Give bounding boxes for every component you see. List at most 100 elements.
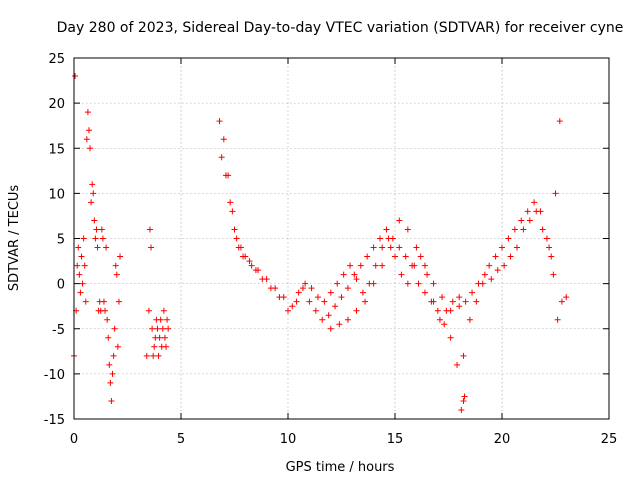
data-point: [312, 307, 319, 314]
data-point: [558, 298, 565, 305]
data-point: [379, 244, 386, 251]
data-point: [447, 307, 454, 314]
data-point: [78, 253, 85, 260]
data-point: [334, 280, 341, 287]
data-point: [556, 118, 563, 125]
x-axis-label: GPS time / hours: [286, 460, 395, 475]
data-point: [112, 262, 119, 269]
data-point: [106, 361, 113, 368]
data-point: [409, 262, 416, 269]
y-tick-label: -10: [44, 368, 65, 383]
data-point: [229, 208, 236, 215]
data-point: [83, 136, 90, 143]
data-point: [165, 325, 172, 332]
data-point: [543, 235, 550, 242]
data-point: [383, 226, 390, 233]
data-point: [94, 244, 101, 251]
data-point: [377, 235, 384, 242]
data-point: [486, 262, 493, 269]
data-point: [428, 298, 435, 305]
data-point: [235, 244, 242, 251]
data-point: [421, 262, 428, 269]
data-point: [114, 343, 121, 350]
series-isolated: [458, 393, 468, 413]
data-point: [75, 244, 82, 251]
y-tick-label: 20: [48, 97, 65, 112]
data-point: [359, 289, 366, 296]
data-point: [351, 271, 358, 278]
data-point: [372, 262, 379, 269]
y-axis-ticks: -15 -10 -5 0 5 10 15 20 25: [44, 52, 609, 428]
data-point: [479, 280, 486, 287]
data-point: [507, 253, 514, 260]
data-point: [82, 298, 89, 305]
data-point: [93, 226, 100, 233]
data-point: [404, 280, 411, 287]
data-point: [314, 294, 321, 301]
x-tick-label: 15: [387, 432, 404, 447]
data-point: [154, 325, 161, 332]
data-point: [164, 316, 171, 323]
data-point: [77, 289, 84, 296]
data-point: [72, 73, 79, 80]
x-tick-label: 10: [280, 432, 297, 447]
data-point: [148, 244, 155, 251]
data-point: [454, 361, 461, 368]
data-point: [524, 208, 531, 215]
data-point: [340, 271, 347, 278]
data-point: [473, 298, 480, 305]
data-point: [415, 280, 422, 287]
data-point: [513, 244, 520, 251]
data-point: [537, 208, 544, 215]
data-point: [421, 289, 428, 296]
data-point: [370, 280, 377, 287]
data-point: [357, 262, 364, 269]
data-point: [336, 321, 343, 328]
data-point: [246, 258, 253, 265]
data-point: [458, 406, 465, 413]
data-point: [499, 244, 505, 251]
x-tick-label: 0: [70, 432, 78, 447]
data-point: [449, 298, 456, 305]
data-point: [460, 352, 467, 359]
y-tick-label: -15: [44, 413, 65, 428]
data-point: [91, 217, 98, 224]
data-point: [347, 262, 354, 269]
y-axis-label: SDTVAR / TECUs: [7, 185, 22, 292]
data-point: [252, 267, 259, 274]
data-point: [160, 307, 167, 314]
data-point: [240, 253, 247, 260]
data-point: [89, 181, 96, 188]
data-point: [163, 343, 170, 350]
data-point: [88, 199, 95, 206]
data-point: [325, 312, 332, 319]
data-points: [71, 73, 570, 413]
data-point: [511, 226, 518, 233]
data-point: [327, 325, 334, 332]
data-point: [424, 271, 431, 278]
data-point: [108, 397, 115, 404]
data-point: [155, 352, 162, 359]
data-point: [289, 303, 296, 310]
x-tick-label: 5: [177, 432, 185, 447]
data-point: [248, 262, 255, 269]
data-point: [370, 244, 377, 251]
y-tick-label: 5: [57, 233, 65, 248]
data-point: [404, 226, 411, 233]
data-point: [539, 226, 546, 233]
data-point: [107, 379, 114, 386]
data-point: [81, 262, 88, 269]
data-point: [76, 271, 83, 278]
y-tick-label: 15: [48, 142, 65, 157]
data-point: [79, 280, 86, 287]
data-point: [156, 334, 163, 341]
x-axis-ticks: 0 5 10 15 20 25: [70, 58, 617, 447]
data-point: [231, 226, 238, 233]
data-point: [552, 190, 559, 197]
data-point: [233, 235, 240, 242]
chart-title: Day 280 of 2023, Sidereal Day-to-day VTE…: [57, 20, 624, 36]
data-point: [149, 325, 156, 332]
data-point: [227, 199, 234, 206]
data-point: [267, 285, 274, 292]
data-point: [469, 289, 476, 296]
